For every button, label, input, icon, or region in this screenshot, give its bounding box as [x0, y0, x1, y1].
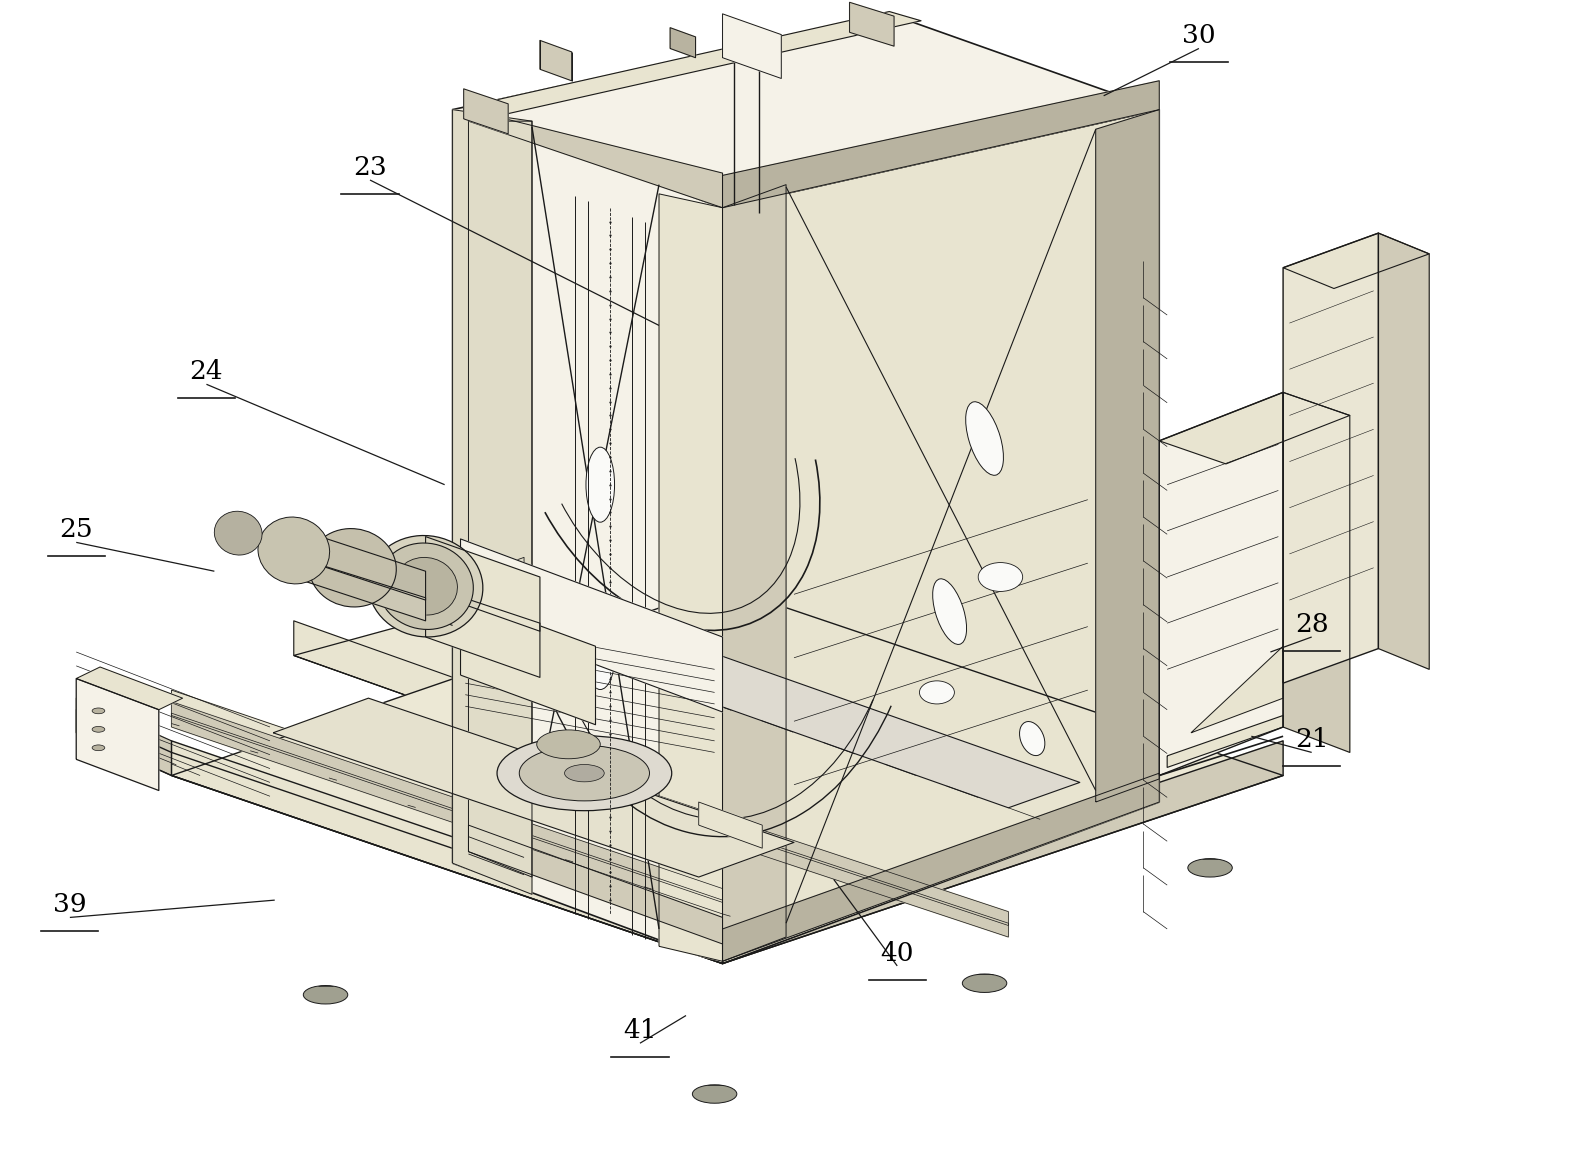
Polygon shape	[76, 667, 183, 710]
Ellipse shape	[308, 529, 397, 607]
Polygon shape	[172, 702, 723, 902]
Ellipse shape	[92, 727, 105, 733]
Polygon shape	[723, 773, 1159, 961]
Ellipse shape	[537, 730, 600, 759]
Ellipse shape	[565, 765, 603, 782]
Ellipse shape	[919, 681, 954, 704]
Text: 30: 30	[1181, 23, 1216, 48]
Polygon shape	[453, 586, 1080, 808]
Ellipse shape	[519, 745, 649, 801]
Ellipse shape	[378, 544, 473, 629]
Ellipse shape	[1188, 859, 1232, 877]
Polygon shape	[723, 110, 1159, 964]
Polygon shape	[1159, 392, 1283, 775]
Ellipse shape	[303, 986, 348, 1004]
Polygon shape	[1167, 715, 1283, 767]
Polygon shape	[1283, 392, 1350, 752]
Text: 39: 39	[52, 892, 87, 917]
Polygon shape	[723, 81, 1159, 208]
Polygon shape	[1283, 233, 1378, 683]
Polygon shape	[468, 121, 532, 877]
Ellipse shape	[586, 627, 615, 690]
Polygon shape	[273, 698, 794, 877]
Ellipse shape	[932, 579, 967, 644]
Polygon shape	[468, 12, 921, 115]
Polygon shape	[670, 28, 696, 58]
Text: 24: 24	[189, 359, 224, 384]
Polygon shape	[76, 710, 723, 964]
Ellipse shape	[368, 535, 483, 637]
Text: 28: 28	[1294, 612, 1329, 637]
Polygon shape	[172, 741, 723, 964]
Polygon shape	[426, 537, 540, 631]
Polygon shape	[1191, 646, 1283, 733]
Polygon shape	[278, 552, 426, 621]
Text: 41: 41	[622, 1018, 657, 1043]
Polygon shape	[453, 14, 1159, 208]
Polygon shape	[464, 89, 508, 134]
Ellipse shape	[1019, 721, 1045, 756]
Ellipse shape	[692, 1085, 737, 1103]
Ellipse shape	[92, 745, 105, 751]
Polygon shape	[850, 2, 894, 46]
Polygon shape	[453, 110, 532, 894]
Ellipse shape	[978, 563, 1023, 591]
Polygon shape	[699, 802, 762, 848]
Text: 23: 23	[353, 155, 387, 180]
Polygon shape	[172, 586, 1283, 964]
Polygon shape	[294, 621, 723, 808]
Ellipse shape	[586, 448, 615, 523]
Ellipse shape	[92, 707, 105, 713]
Text: 25: 25	[59, 517, 94, 542]
Polygon shape	[278, 523, 426, 600]
Ellipse shape	[394, 557, 457, 615]
Polygon shape	[294, 502, 1283, 808]
Polygon shape	[1283, 233, 1429, 288]
Polygon shape	[426, 585, 540, 677]
Polygon shape	[540, 40, 572, 81]
Polygon shape	[1378, 233, 1429, 669]
Polygon shape	[453, 110, 723, 964]
Ellipse shape	[966, 402, 1004, 475]
Polygon shape	[1159, 392, 1350, 464]
Polygon shape	[76, 679, 159, 790]
Polygon shape	[445, 725, 1008, 926]
Ellipse shape	[257, 517, 330, 584]
Polygon shape	[468, 825, 723, 944]
Polygon shape	[76, 698, 172, 775]
Text: 40: 40	[880, 941, 915, 966]
Polygon shape	[1096, 110, 1159, 802]
Polygon shape	[468, 14, 889, 121]
Polygon shape	[723, 621, 1283, 808]
Polygon shape	[461, 597, 596, 725]
Polygon shape	[723, 14, 781, 78]
Ellipse shape	[962, 974, 1007, 992]
Polygon shape	[723, 185, 786, 961]
Polygon shape	[453, 557, 524, 612]
Ellipse shape	[214, 511, 262, 555]
Polygon shape	[461, 539, 723, 712]
Polygon shape	[172, 713, 723, 914]
Polygon shape	[659, 194, 723, 961]
Ellipse shape	[497, 736, 672, 810]
Polygon shape	[723, 741, 1283, 964]
Polygon shape	[445, 736, 1008, 937]
Text: 21: 21	[1294, 727, 1329, 752]
Polygon shape	[172, 690, 723, 891]
Polygon shape	[468, 110, 723, 208]
